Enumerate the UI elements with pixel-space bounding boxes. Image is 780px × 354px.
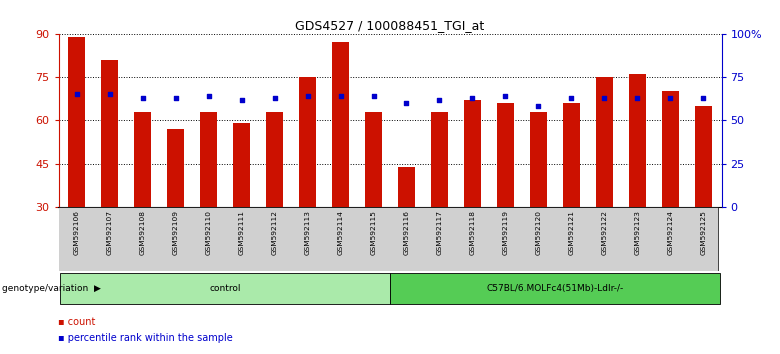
Text: GSM592111: GSM592111 [239, 210, 245, 255]
Bar [497, 103, 514, 207]
Text: GSM592116: GSM592116 [403, 210, 410, 255]
Title: GDS4527 / 100088451_TGI_at: GDS4527 / 100088451_TGI_at [296, 19, 484, 33]
Point [268, 95, 281, 101]
Text: GSM592112: GSM592112 [271, 210, 278, 255]
Bar [101, 59, 118, 207]
Text: genotype/variation  ▶: genotype/variation ▶ [2, 284, 101, 293]
Text: GSM592118: GSM592118 [470, 210, 476, 255]
Bar [596, 77, 612, 207]
Text: GSM592108: GSM592108 [140, 210, 146, 255]
Point [400, 100, 413, 106]
Point [367, 93, 380, 99]
Text: GSM592109: GSM592109 [172, 210, 179, 255]
Bar [134, 112, 151, 207]
Bar [530, 112, 547, 207]
Text: GSM592122: GSM592122 [601, 210, 608, 255]
FancyBboxPatch shape [60, 273, 390, 304]
Text: ▪ percentile rank within the sample: ▪ percentile rank within the sample [58, 333, 233, 343]
Point [532, 104, 544, 109]
Point [433, 97, 445, 102]
Text: GSM592110: GSM592110 [206, 210, 211, 255]
Text: GSM592107: GSM592107 [107, 210, 112, 255]
Bar [200, 112, 217, 207]
Bar [69, 36, 85, 207]
Point [136, 95, 149, 101]
Text: GSM592114: GSM592114 [338, 210, 343, 255]
FancyBboxPatch shape [390, 273, 720, 304]
Text: GSM592124: GSM592124 [668, 210, 673, 255]
Point [466, 95, 479, 101]
Text: GSM592121: GSM592121 [569, 210, 574, 255]
Bar [300, 77, 316, 207]
Bar [399, 167, 415, 207]
Text: control: control [209, 284, 241, 293]
Bar [233, 123, 250, 207]
Point [70, 92, 83, 97]
Text: GSM592119: GSM592119 [502, 210, 509, 255]
Bar [662, 91, 679, 207]
Text: GSM592106: GSM592106 [73, 210, 80, 255]
Point [697, 95, 710, 101]
Bar [365, 112, 381, 207]
Text: C57BL/6.MOLFc4(51Mb)-Ldlr-/-: C57BL/6.MOLFc4(51Mb)-Ldlr-/- [486, 284, 623, 293]
Point [598, 95, 611, 101]
Text: GSM592117: GSM592117 [437, 210, 442, 255]
Bar [563, 103, 580, 207]
Bar [464, 100, 480, 207]
Text: GSM592113: GSM592113 [304, 210, 310, 255]
Bar [695, 106, 711, 207]
Text: GSM592125: GSM592125 [700, 210, 707, 255]
Text: GSM592115: GSM592115 [370, 210, 377, 255]
Text: ▪ count: ▪ count [58, 317, 96, 327]
Point [566, 95, 578, 101]
Point [631, 95, 644, 101]
Point [202, 93, 215, 99]
Point [236, 97, 248, 102]
Bar [168, 129, 184, 207]
Point [104, 92, 116, 97]
Bar [266, 112, 283, 207]
FancyBboxPatch shape [58, 207, 718, 271]
Point [499, 93, 512, 99]
Bar [431, 112, 448, 207]
Point [664, 95, 676, 101]
Text: GSM592120: GSM592120 [535, 210, 541, 255]
Bar [629, 74, 646, 207]
Bar [332, 42, 349, 207]
Point [301, 93, 314, 99]
Text: GSM592123: GSM592123 [634, 210, 640, 255]
Point [335, 93, 347, 99]
Point [169, 95, 182, 101]
